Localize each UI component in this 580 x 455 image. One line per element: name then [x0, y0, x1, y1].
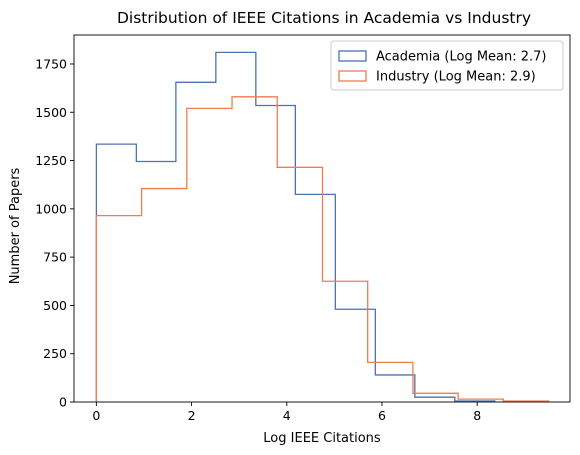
y-tick-label-7: 1750 — [35, 56, 67, 71]
y-tick-label-5: 1250 — [35, 153, 67, 168]
y-tick-label-1: 250 — [43, 346, 67, 361]
y-tick-label-2: 500 — [43, 298, 67, 313]
legend-swatch-2 — [338, 70, 367, 82]
series-2-bar-6 — [322, 281, 367, 402]
legend-label-1: Academia (Log Mean: 2.7) — [376, 50, 547, 65]
legend-label-2: Industry (Log Mean: 2.9) — [376, 70, 536, 85]
series-1-bar-8 — [375, 375, 415, 402]
y-axis-label: Number of Papers — [8, 167, 23, 284]
series-2-bar-4 — [232, 97, 277, 402]
x-tick-label-0: 0 — [92, 408, 100, 423]
series-1-bar-4 — [216, 52, 256, 402]
series-2-bar-1 — [96, 216, 141, 402]
y-tick-label-0: 0 — [59, 395, 67, 410]
y-tick-label-4: 1000 — [35, 201, 67, 216]
series-1-bar-9 — [415, 397, 455, 402]
x-tick-label-3: 6 — [378, 408, 386, 423]
series-2-bar-2 — [142, 189, 187, 402]
x-tick-label-2: 4 — [283, 408, 291, 423]
series-2-bar-5 — [277, 167, 322, 402]
plot-area: 0 2 4 6 8 0 250 500 750 1000 1250 1500 1750 — [35, 34, 571, 423]
axes-frame — [73, 34, 571, 403]
series-2-bar-3 — [187, 108, 232, 402]
y-tick-label-3: 750 — [43, 250, 67, 265]
x-axis-label: Log IEEE Citations — [263, 431, 381, 446]
series-1-bar-7 — [335, 309, 375, 402]
series-2-bar-7 — [368, 362, 413, 402]
series-1-bar-2 — [136, 162, 176, 402]
series-1-outline — [95, 51, 496, 402]
legend: Academia (Log Mean: 2.7) Industry (Log Me… — [330, 40, 564, 91]
legend-box — [330, 40, 564, 91]
x-tick-label-1: 2 — [188, 408, 196, 423]
chart-title: Distribution of IEEE Citations in Academ… — [117, 9, 531, 27]
y-tick-label-6: 1500 — [35, 105, 67, 120]
series-1-bar-1 — [96, 144, 136, 402]
series-1-bar-3 — [176, 82, 216, 402]
series-2-outline — [95, 96, 550, 402]
legend-swatch-1 — [338, 50, 367, 62]
series-1-bar-5 — [256, 106, 296, 402]
x-tick-label-4: 8 — [473, 408, 481, 423]
series-1-bar-6 — [295, 194, 335, 402]
